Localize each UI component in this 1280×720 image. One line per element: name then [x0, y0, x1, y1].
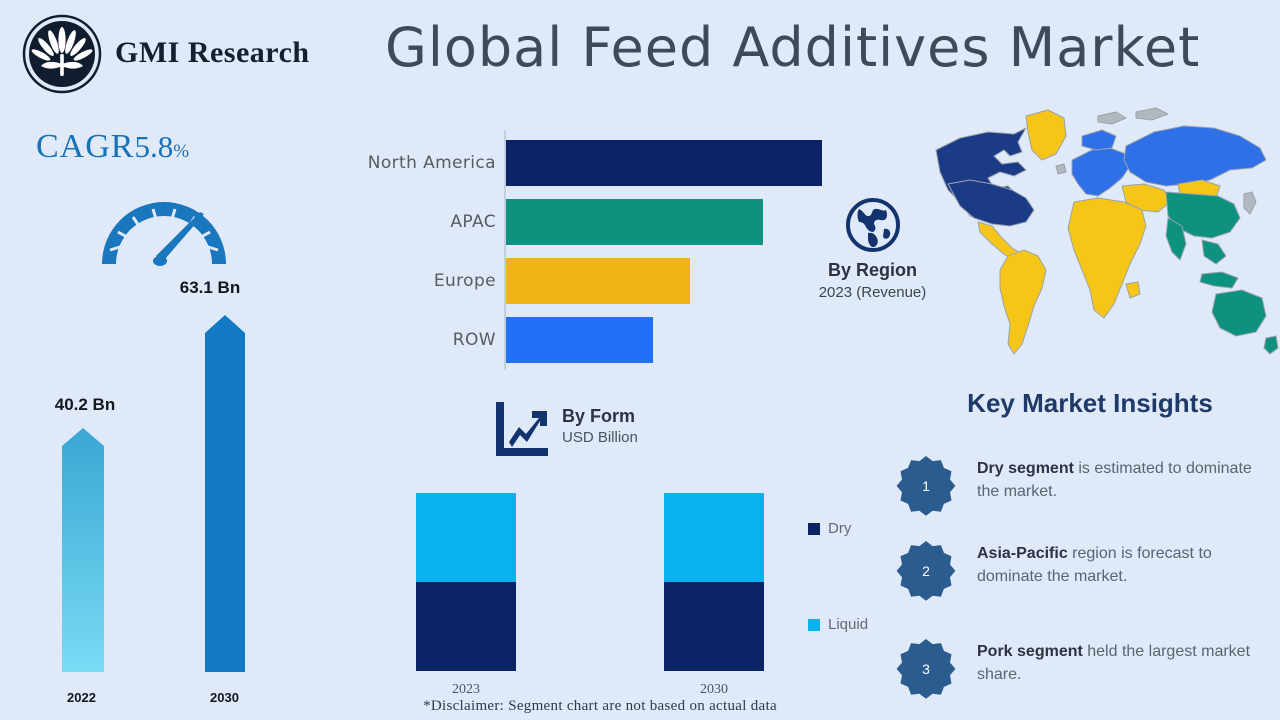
- chart-axis-line: [504, 130, 506, 370]
- world-map-icon: [935, 107, 1279, 355]
- region-label-north-america: North America: [367, 153, 496, 173]
- region-bar-chart: North America APAC Europe ROW: [350, 130, 850, 370]
- list-item: 3 Pork segment held the largest market s…: [895, 638, 1280, 708]
- legend-label-liquid: Liquid: [828, 616, 869, 633]
- market-size-arrow-bars: [62, 315, 245, 672]
- cagr-text: CAGR5.8%: [36, 128, 276, 166]
- insight-bold-2: Asia-Pacific: [977, 545, 1068, 562]
- insight-text-2: Asia-Pacific region is forecast to domin…: [977, 542, 1277, 588]
- by-region-title: By Region: [827, 260, 917, 280]
- arrow-bar-2022: [62, 428, 104, 672]
- market-size-year-2022: 2022: [67, 690, 96, 705]
- market-size-year-2030: 2030: [210, 690, 239, 705]
- region-label-apac: APAC: [450, 212, 496, 232]
- by-form-title: By Form: [562, 406, 636, 426]
- by-region-block: By Region 2023 (Revenue): [790, 196, 955, 301]
- page-title: Global Feed Additives Market: [385, 16, 1201, 79]
- table-row: ROW: [350, 317, 850, 363]
- stack-segment-liquid-2030: [664, 493, 764, 582]
- globe-icon: [845, 198, 900, 252]
- brand-name: GMI Research: [115, 36, 310, 69]
- table-row: North America: [350, 140, 850, 186]
- palm-fan-logo-icon: [22, 14, 102, 94]
- list-item: 1 Dry segment is estimated to dominate t…: [895, 455, 1280, 525]
- insights-title: Key Market Insights: [967, 388, 1213, 418]
- legend-label-dry: Dry: [828, 520, 852, 537]
- stack-segment-liquid-2023: [416, 493, 516, 582]
- stacked-column-2030: [664, 493, 764, 671]
- region-label-row: ROW: [452, 330, 496, 350]
- stacked-column-year-2030: 2030: [700, 682, 728, 697]
- by-region-subtitle: 2023 (Revenue): [818, 284, 927, 301]
- stack-segment-dry-2023: [416, 582, 516, 671]
- stack-segment-dry-2030: [664, 582, 764, 671]
- insight-number-3: 3: [922, 661, 930, 677]
- by-form-subtitle: USD Billion: [562, 429, 638, 446]
- stacked-column-2023: [416, 493, 516, 671]
- cagr-block: CAGR5.8%: [36, 128, 276, 266]
- table-row: Europe: [350, 258, 850, 304]
- insight-text-3: Pork segment held the largest market sha…: [977, 640, 1277, 686]
- table-row: APAC: [350, 199, 850, 245]
- region-bar-apac: [506, 199, 763, 245]
- list-item: 2 Asia-Pacific region is forecast to dom…: [895, 540, 1280, 610]
- region-bar-row: [506, 317, 653, 363]
- insight-number-1: 1: [922, 478, 930, 494]
- legend-item-dry: Dry: [808, 520, 851, 537]
- badge-star-icon: [896, 541, 956, 601]
- line-chart-arrow-icon: [496, 402, 548, 456]
- legend-swatch-dry: [808, 522, 820, 535]
- region-label-europe: Europe: [433, 271, 496, 291]
- stacked-column-year-2023: 2023: [452, 682, 480, 697]
- disclaimer-text: *Disclaimer: Segment chart are not based…: [423, 698, 777, 714]
- insight-rest-1: is estimated to dominate the market.: [977, 460, 1252, 500]
- insight-rest-2: region is forecast to dominate the marke…: [977, 545, 1212, 585]
- region-bar-north-america: [506, 140, 822, 186]
- insight-bold-3: Pork segment: [977, 643, 1083, 660]
- insight-number-2: 2: [922, 563, 930, 579]
- cagr-value: 5.8: [134, 129, 174, 164]
- market-size-value-2022: 40.2 Bn: [54, 395, 116, 414]
- cagr-unit: %: [173, 141, 190, 162]
- badge-star-icon: [896, 639, 956, 699]
- cagr-label: CAGR: [36, 128, 135, 165]
- arrow-bar-2030: [205, 315, 245, 672]
- insight-rest-3: held the largest market share.: [977, 643, 1251, 683]
- badge-star-icon: [896, 456, 956, 516]
- region-bar-europe: [506, 258, 690, 304]
- market-size-value-2030: 63.1 Bn: [179, 278, 241, 297]
- legend-item-liquid: Liquid: [808, 616, 868, 633]
- insight-bold-1: Dry segment: [977, 460, 1074, 477]
- insight-text-1: Dry segment is estimated to dominate the…: [977, 457, 1277, 503]
- speedometer-gauge-icon: [102, 202, 226, 266]
- legend-swatch-liquid: [808, 618, 820, 631]
